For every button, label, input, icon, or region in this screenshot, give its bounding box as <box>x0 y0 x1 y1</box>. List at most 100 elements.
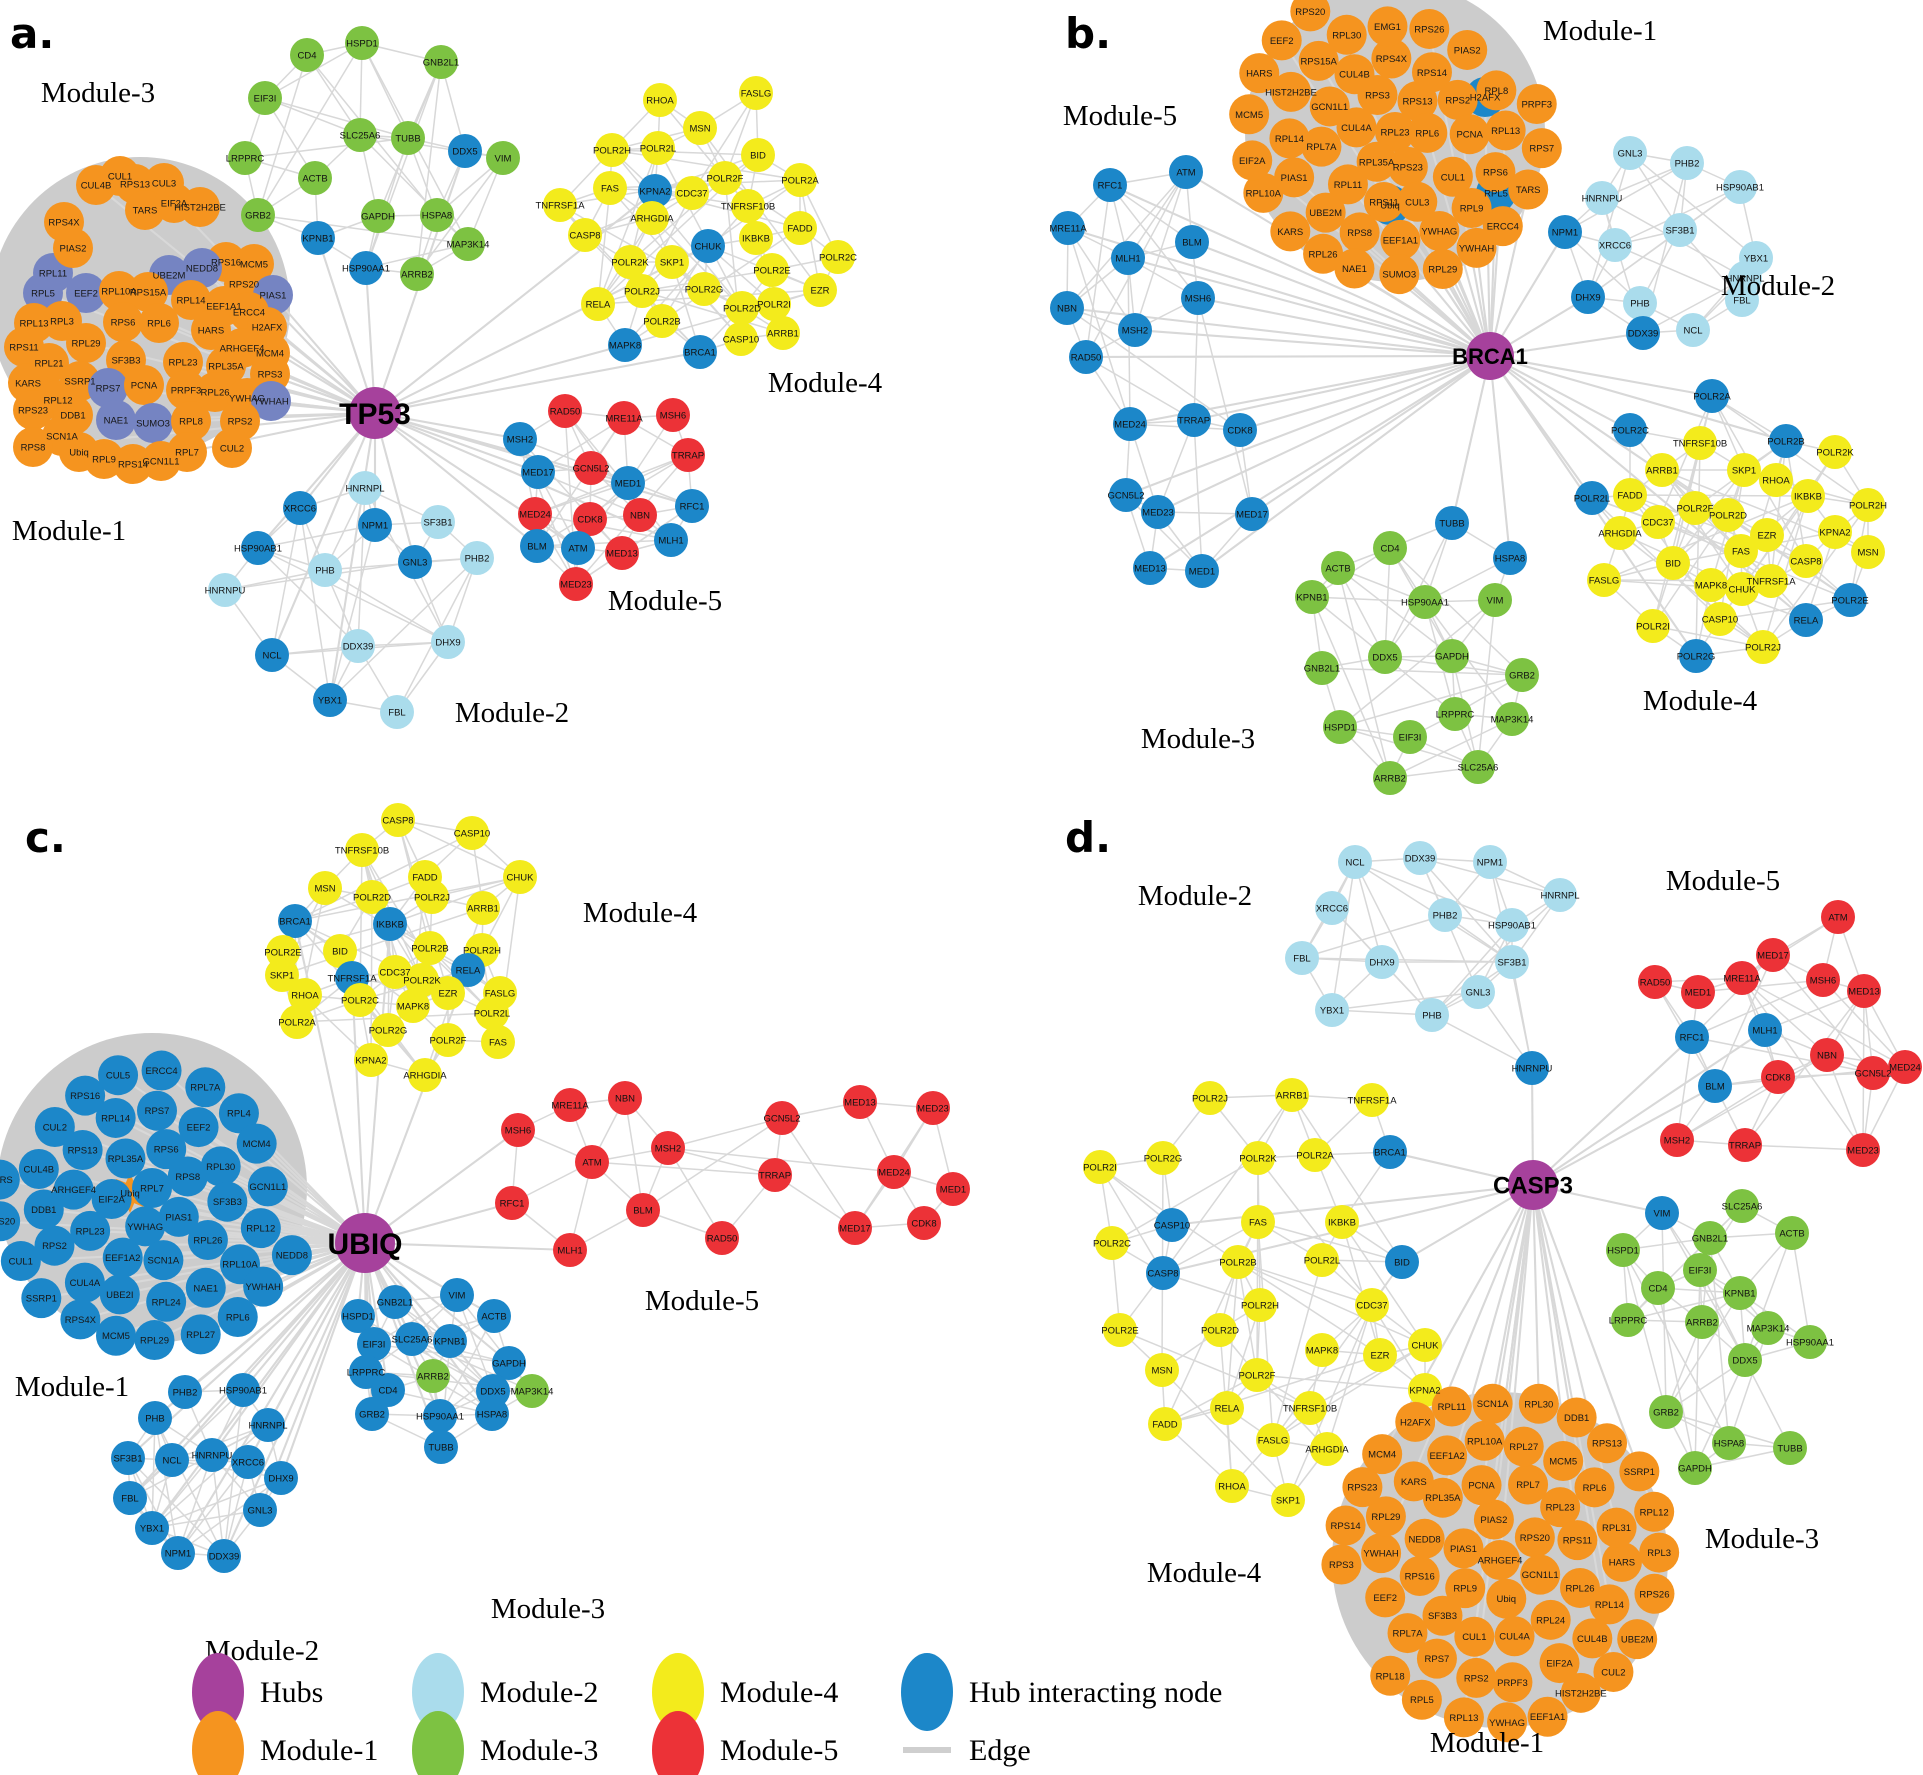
hub-spoke <box>1532 1036 1693 1186</box>
network-node <box>1493 541 1527 575</box>
edge <box>365 61 442 269</box>
network-node <box>278 904 312 938</box>
hub-label: CASP3 <box>1493 1173 1573 1200</box>
network-node <box>440 1278 474 1312</box>
node-label: GAPDH <box>361 212 395 223</box>
network-node <box>1435 639 1469 673</box>
network-node <box>739 221 773 255</box>
network-node <box>1274 157 1315 198</box>
node-label: RPS11 <box>9 343 38 354</box>
network-node <box>643 83 677 117</box>
edge <box>329 524 376 701</box>
node-label: HSPA8 <box>1495 554 1525 565</box>
node-label: EIF2A <box>98 1195 125 1206</box>
node-label: NAE1 <box>104 416 129 427</box>
node-label: SSRP1 <box>26 1294 57 1305</box>
node-label: UBE2I <box>106 1290 133 1301</box>
node-label: RPL6 <box>147 319 171 330</box>
network-node <box>146 1129 187 1170</box>
network-node <box>1619 1451 1660 1492</box>
node-label: POLR2H <box>593 146 631 157</box>
module-label: Module-5 <box>608 585 722 617</box>
node-label: ACTB <box>302 174 327 185</box>
node-label: HIST2H2BE <box>1555 1688 1607 1699</box>
panel-letter: c. <box>25 813 66 862</box>
node-label: RPL11 <box>1438 1402 1466 1413</box>
node-label: RELA <box>586 300 611 311</box>
node-label: GCN1L1 <box>1522 1570 1559 1581</box>
node-label: RPL10A <box>1467 1436 1503 1447</box>
edge <box>1697 979 1824 993</box>
network-node <box>1727 453 1761 487</box>
node-label: ARHGDIA <box>1305 1445 1349 1456</box>
hub-spoke <box>1239 354 1491 432</box>
network-node <box>501 1113 535 1147</box>
network-node <box>99 271 139 311</box>
network-node <box>1373 531 1407 565</box>
edge <box>1272 1259 1323 1441</box>
network-node <box>341 629 375 663</box>
edge <box>1162 1221 1259 1274</box>
node-label: RPS23 <box>18 406 48 417</box>
network-node <box>128 272 168 312</box>
node-label: RPL26 <box>1565 1583 1594 1594</box>
network-node <box>308 553 342 587</box>
network-node <box>1505 658 1539 692</box>
hub-spoke <box>364 1242 494 1392</box>
network-node <box>1518 1383 1559 1424</box>
node-label: RPL29 <box>1428 264 1457 275</box>
edge <box>1067 227 1131 425</box>
node-label: RPL26 <box>200 388 229 399</box>
network-node <box>1301 126 1342 167</box>
node-label: POLR2K <box>403 976 441 987</box>
hub-spoke <box>1191 241 1491 357</box>
network-node <box>1411 52 1452 93</box>
module-label: Module-4 <box>1643 685 1758 717</box>
node-label: RPS7 <box>1425 1654 1450 1665</box>
network-node <box>1539 1643 1580 1684</box>
network-node <box>132 1168 172 1208</box>
network-node <box>1775 1216 1809 1250</box>
network-node <box>1761 1060 1795 1094</box>
node-label: CASP10 <box>1154 1221 1190 1232</box>
network-node <box>1756 938 1790 972</box>
network-node <box>755 253 789 287</box>
node-label: RPL6 <box>1415 128 1439 139</box>
edge <box>597 187 611 305</box>
network-node <box>0 1241 41 1282</box>
network-node <box>1395 1401 1436 1442</box>
network-node <box>182 248 222 288</box>
network-node <box>0 1201 21 1242</box>
network-node <box>421 505 455 539</box>
edge <box>397 819 521 878</box>
network-node <box>1527 1696 1568 1737</box>
network-node <box>1419 210 1460 251</box>
node-label: RPL30 <box>1524 1399 1553 1410</box>
node-label: MRE11A <box>1049 224 1087 235</box>
hub-spoke <box>1489 331 1644 358</box>
network-node <box>1069 340 1103 374</box>
network-node <box>1380 219 1421 260</box>
network-node <box>1833 583 1867 617</box>
edge <box>1741 916 1839 979</box>
network-node <box>821 240 855 274</box>
node-label: RPL11 <box>1334 180 1362 191</box>
hub-spoke <box>1532 1029 1766 1186</box>
edge <box>1125 494 1203 572</box>
network-node <box>1193 1081 1227 1115</box>
node-label: RPL14 <box>101 1113 130 1124</box>
node-label: MAPK8 <box>1695 581 1727 592</box>
node-label: RPS15A <box>130 288 167 299</box>
network-node <box>391 121 425 155</box>
node-label: POLR2I <box>757 300 791 311</box>
network-node <box>1303 233 1344 274</box>
legend-label: Hubs <box>260 1676 323 1709</box>
node-label: HSPD1 <box>1324 723 1356 734</box>
node-label: RPS23 <box>1393 162 1423 173</box>
hub-spoke <box>1149 355 1491 569</box>
network-node <box>416 1359 450 1393</box>
module-label: Module-4 <box>583 897 698 929</box>
node-label: MED23 <box>560 580 592 591</box>
network-node <box>1856 1056 1890 1090</box>
network-node <box>1711 498 1745 532</box>
